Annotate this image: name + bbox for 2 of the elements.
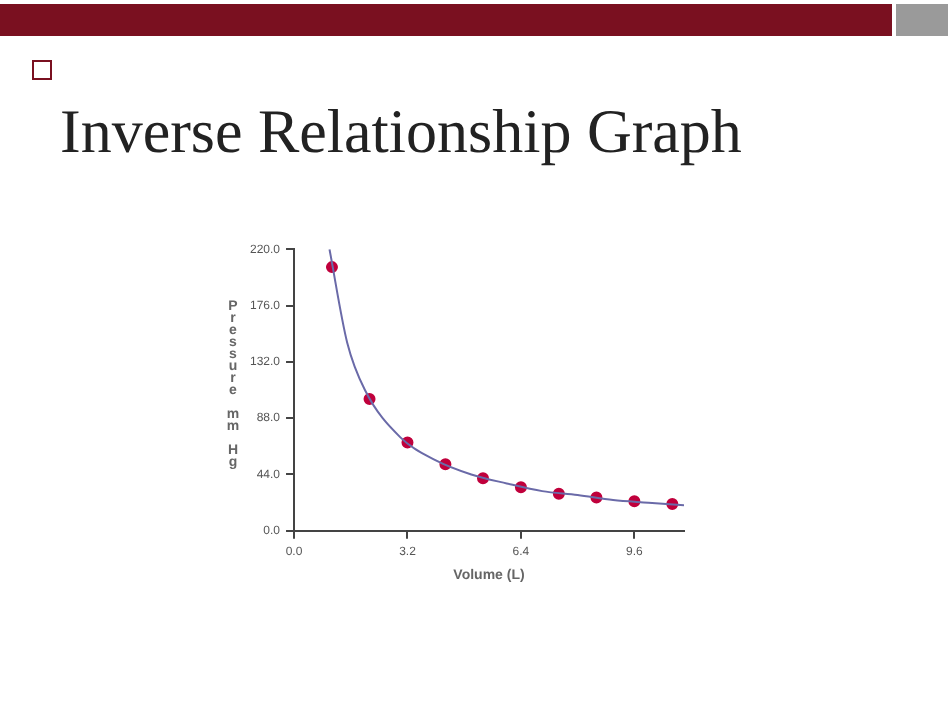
chart-title: Inverse Relationship Graph [60,96,742,168]
line-series [328,249,684,507]
